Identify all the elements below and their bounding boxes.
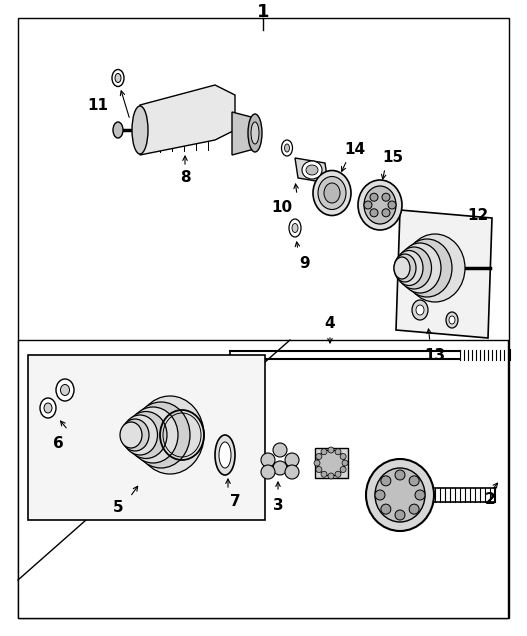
Ellipse shape <box>281 140 292 156</box>
Circle shape <box>316 453 322 459</box>
Circle shape <box>340 453 346 459</box>
Ellipse shape <box>215 435 235 475</box>
Ellipse shape <box>324 183 340 203</box>
Circle shape <box>381 476 391 486</box>
Circle shape <box>285 465 299 479</box>
Text: 14: 14 <box>345 142 366 158</box>
Text: 11: 11 <box>87 97 109 113</box>
Ellipse shape <box>40 398 56 418</box>
Ellipse shape <box>395 251 423 286</box>
Ellipse shape <box>120 422 142 448</box>
Ellipse shape <box>318 177 346 209</box>
Ellipse shape <box>394 254 416 282</box>
Ellipse shape <box>219 442 231 468</box>
Polygon shape <box>140 85 235 155</box>
Circle shape <box>273 443 287 457</box>
Ellipse shape <box>446 312 458 328</box>
Text: 12: 12 <box>467 207 489 223</box>
Circle shape <box>409 476 419 486</box>
Ellipse shape <box>44 403 52 413</box>
Polygon shape <box>295 158 328 183</box>
Ellipse shape <box>132 402 190 468</box>
Ellipse shape <box>292 223 298 233</box>
Ellipse shape <box>248 114 262 152</box>
Circle shape <box>370 193 378 201</box>
Text: 9: 9 <box>300 256 310 270</box>
Circle shape <box>261 453 275 467</box>
Ellipse shape <box>113 122 123 138</box>
Text: 15: 15 <box>383 151 404 165</box>
Ellipse shape <box>302 161 322 179</box>
Circle shape <box>335 471 341 477</box>
Ellipse shape <box>112 69 124 86</box>
Ellipse shape <box>136 396 204 474</box>
Ellipse shape <box>364 186 396 224</box>
Circle shape <box>335 449 341 455</box>
Polygon shape <box>18 340 508 618</box>
Ellipse shape <box>61 385 70 396</box>
Circle shape <box>395 470 405 480</box>
Ellipse shape <box>396 247 432 289</box>
Text: 6: 6 <box>53 436 63 450</box>
Circle shape <box>273 461 287 475</box>
Ellipse shape <box>56 379 74 401</box>
Circle shape <box>381 504 391 514</box>
Text: 13: 13 <box>424 347 445 363</box>
Circle shape <box>395 510 405 520</box>
Text: 3: 3 <box>272 497 284 513</box>
Ellipse shape <box>121 419 149 451</box>
Circle shape <box>328 473 334 479</box>
Text: 2: 2 <box>485 492 495 508</box>
Circle shape <box>328 447 334 453</box>
Circle shape <box>382 209 390 217</box>
Circle shape <box>321 449 327 455</box>
Ellipse shape <box>394 257 410 279</box>
Ellipse shape <box>306 165 318 175</box>
Text: 7: 7 <box>230 495 240 509</box>
Circle shape <box>285 453 299 467</box>
Ellipse shape <box>358 180 402 230</box>
Text: 10: 10 <box>271 200 292 216</box>
Ellipse shape <box>128 407 178 463</box>
Ellipse shape <box>416 305 424 315</box>
Circle shape <box>261 465 275 479</box>
Circle shape <box>340 466 346 473</box>
Ellipse shape <box>317 450 345 476</box>
Ellipse shape <box>412 300 428 320</box>
Ellipse shape <box>132 106 148 154</box>
Text: 8: 8 <box>180 170 190 186</box>
Circle shape <box>375 490 385 500</box>
Circle shape <box>342 460 348 466</box>
Polygon shape <box>232 112 258 155</box>
Circle shape <box>370 209 378 217</box>
Circle shape <box>415 490 425 500</box>
Polygon shape <box>315 448 348 478</box>
Circle shape <box>321 471 327 477</box>
Circle shape <box>382 193 390 201</box>
Ellipse shape <box>313 170 351 216</box>
Ellipse shape <box>402 239 452 297</box>
Ellipse shape <box>399 243 441 293</box>
Ellipse shape <box>285 144 289 152</box>
Ellipse shape <box>115 74 121 83</box>
Ellipse shape <box>125 411 167 459</box>
Text: 5: 5 <box>113 501 123 516</box>
Ellipse shape <box>405 234 465 302</box>
Ellipse shape <box>375 468 425 522</box>
Ellipse shape <box>251 122 259 144</box>
Ellipse shape <box>289 219 301 237</box>
Circle shape <box>409 504 419 514</box>
Polygon shape <box>396 210 492 338</box>
Text: 1: 1 <box>257 3 269 21</box>
Ellipse shape <box>366 459 434 531</box>
Ellipse shape <box>449 316 455 324</box>
Polygon shape <box>28 355 265 520</box>
Circle shape <box>364 201 372 209</box>
Circle shape <box>316 466 322 473</box>
Text: 4: 4 <box>325 315 335 331</box>
Ellipse shape <box>122 415 158 455</box>
Circle shape <box>388 201 396 209</box>
Circle shape <box>314 460 320 466</box>
